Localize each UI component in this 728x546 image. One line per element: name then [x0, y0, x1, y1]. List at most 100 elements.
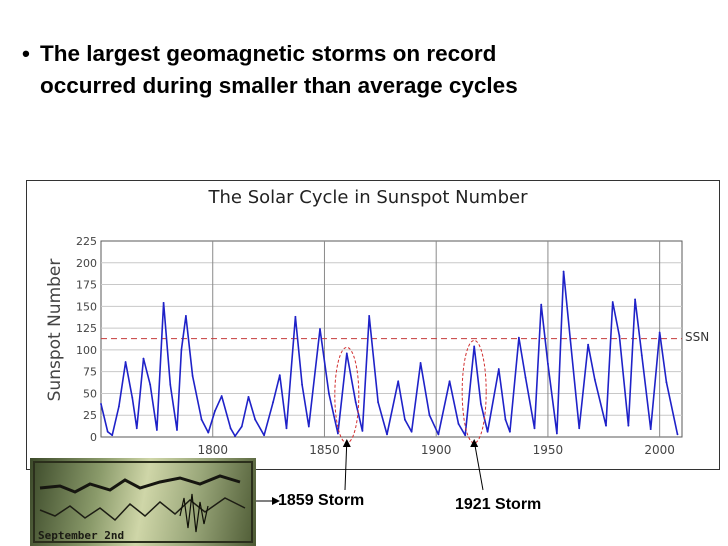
data-point: [354, 401, 357, 404]
data-point: [149, 383, 152, 386]
y-tick-label: 125: [76, 322, 97, 335]
data-point: [368, 315, 371, 317]
data-point: [486, 430, 489, 433]
data-point: [562, 270, 565, 273]
data-point: [497, 368, 500, 370]
data-point: [229, 427, 232, 430]
data-point: [278, 374, 281, 377]
data-point: [569, 338, 572, 341]
data-point: [176, 429, 178, 431]
data-point: [142, 357, 145, 360]
data-point: [234, 435, 236, 438]
x-tick-label: 1800: [197, 443, 228, 457]
data-point: [448, 380, 451, 383]
x-tick-label: 1950: [533, 443, 564, 457]
photo-caption: September 2nd: [38, 529, 125, 542]
magnetogram-trace: [33, 461, 253, 543]
data-point: [517, 336, 520, 339]
y-tick-label: 0: [90, 431, 97, 444]
data-point: [464, 434, 467, 437]
data-point: [611, 301, 614, 303]
storm-1921-label: 1921 Storm: [455, 496, 542, 513]
data-point: [100, 402, 102, 405]
data-point: [106, 430, 109, 433]
y-tick-label: 225: [76, 235, 97, 248]
data-point: [640, 354, 643, 357]
data-point: [185, 315, 187, 317]
y-tick-label: 175: [76, 279, 97, 292]
data-point: [428, 414, 431, 417]
data-point: [509, 430, 511, 433]
data-point: [345, 352, 348, 355]
bullet-line-2: occurred during smaller than average cyc…: [40, 73, 518, 98]
x-tick-label: 1900: [421, 443, 452, 457]
storm-pointer-line: [344, 440, 348, 491]
data-point: [386, 433, 388, 436]
data-point: [627, 424, 630, 427]
data-point: [578, 427, 581, 430]
data-point: [547, 362, 549, 365]
y-tick-label: 25: [83, 409, 97, 422]
data-point: [191, 375, 194, 377]
data-point: [479, 402, 482, 405]
data-point: [587, 343, 590, 346]
data-point: [540, 303, 543, 306]
data-point: [263, 434, 266, 437]
y-tick-label: 50: [83, 387, 97, 400]
magnetogram-photo: September 2nd: [30, 458, 256, 546]
chart-title: The Solar Cycle in Sunspot Number: [208, 187, 529, 208]
data-point: [377, 401, 379, 404]
storm-pointer-head: [470, 439, 479, 447]
storm-pointer-head: [342, 439, 351, 447]
bullet-line-1: The largest geomagnetic storms on record: [40, 41, 497, 66]
data-point: [131, 396, 134, 399]
x-tick-label: 2000: [644, 443, 675, 457]
data-point: [247, 396, 250, 398]
data-point: [634, 298, 636, 301]
data-point: [240, 425, 243, 428]
data-point: [618, 335, 621, 337]
data-point: [410, 430, 413, 433]
data-point: [419, 362, 422, 364]
storm-pointer-line: [473, 440, 484, 491]
data-point: [404, 418, 406, 421]
data-point: [285, 427, 288, 430]
data-point: [254, 418, 257, 421]
data-point: [180, 348, 183, 351]
data-point: [658, 331, 661, 334]
data-point: [504, 418, 507, 421]
data-point: [593, 378, 596, 381]
y-tick-label: 75: [83, 366, 97, 379]
data-point: [457, 423, 460, 425]
y-axis-label: Sunspot Number: [45, 259, 65, 402]
data-point: [214, 409, 216, 412]
bullet-marker: •: [22, 41, 30, 66]
y-tick-label: 100: [76, 344, 97, 357]
x-tick-label: 1850: [309, 443, 340, 457]
data-point: [200, 418, 203, 421]
data-point: [124, 361, 127, 363]
data-point: [111, 434, 114, 437]
data-point: [162, 301, 165, 304]
data-point: [117, 405, 120, 408]
data-point: [397, 380, 400, 383]
y-tick-label: 200: [76, 257, 97, 270]
mean-line-label: SSN: [685, 330, 709, 344]
data-point: [665, 381, 668, 384]
data-point: [319, 328, 321, 330]
data-point: [207, 431, 210, 434]
data-point: [649, 428, 652, 431]
data-point: [135, 427, 138, 430]
data-point: [328, 392, 330, 395]
data-point: [220, 395, 223, 397]
data-point: [155, 429, 158, 431]
data-point: [533, 427, 536, 430]
data-point: [361, 430, 364, 432]
data-point: [555, 432, 558, 435]
data-point: [294, 315, 297, 318]
data-point: [169, 383, 172, 386]
y-tick-label: 150: [76, 300, 97, 313]
data-point: [301, 383, 304, 386]
sunspot-series-line: [100, 270, 679, 437]
